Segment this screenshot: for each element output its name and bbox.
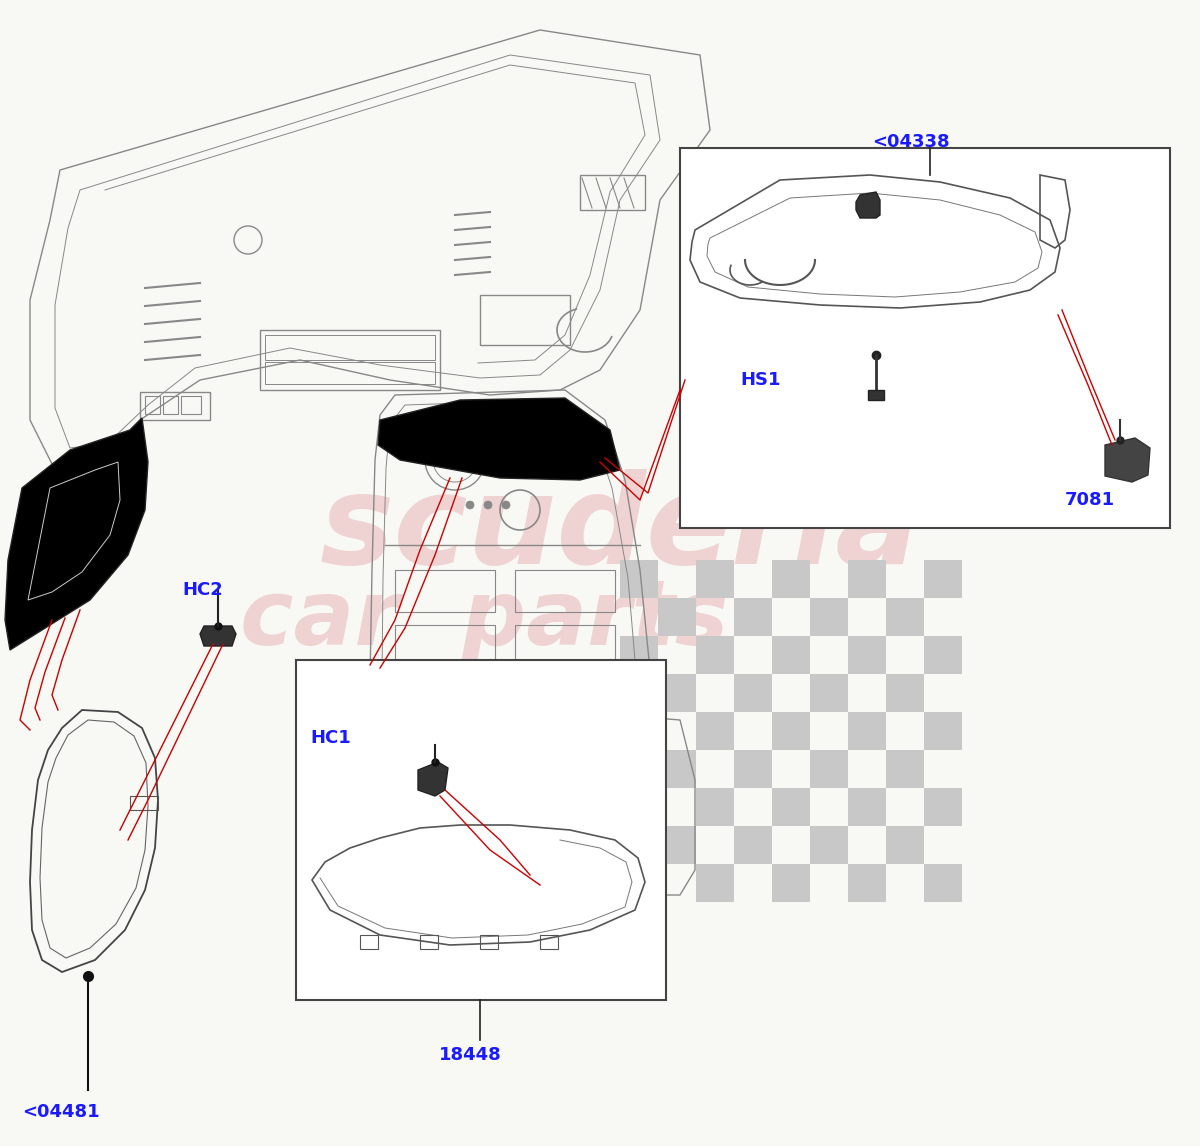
Bar [810, 598, 848, 636]
Bar [696, 788, 734, 826]
Bar [772, 788, 810, 826]
Bar [680, 148, 1170, 528]
Bar [810, 826, 848, 864]
Bar [181, 397, 202, 414]
Polygon shape [200, 626, 236, 646]
Bar [658, 674, 696, 712]
Bar [515, 570, 616, 612]
Bar [924, 864, 962, 902]
Bar [734, 674, 772, 712]
Bar [140, 392, 210, 419]
Text: HC2: HC2 [182, 581, 223, 599]
Bar [658, 598, 696, 636]
Bar [696, 560, 734, 598]
Bar [848, 560, 886, 598]
Bar [924, 560, 962, 598]
Bar [924, 636, 962, 674]
Bar [696, 636, 734, 674]
Bar [296, 660, 666, 1000]
Bar [886, 674, 924, 712]
Bar [265, 335, 436, 360]
Bar [130, 796, 158, 810]
Bar [260, 330, 440, 390]
Bar [540, 935, 558, 949]
Text: HC1: HC1 [310, 729, 350, 747]
Text: scuderia: scuderia [320, 470, 920, 590]
Bar [550, 715, 646, 790]
Bar [886, 598, 924, 636]
Bar [145, 397, 160, 414]
Bar [620, 712, 658, 749]
Bar [924, 712, 962, 749]
Polygon shape [1105, 438, 1150, 482]
Bar [924, 788, 962, 826]
Bar [886, 826, 924, 864]
Bar [848, 864, 886, 902]
Bar [620, 788, 658, 826]
Bar [395, 800, 542, 821]
Bar [734, 598, 772, 636]
Bar [772, 864, 810, 902]
Bar [395, 625, 496, 667]
Bar [848, 788, 886, 826]
Bar [360, 935, 378, 949]
Bar [480, 295, 570, 345]
Bar [620, 864, 658, 902]
Bar [395, 850, 542, 870]
Circle shape [484, 501, 492, 509]
Bar [420, 935, 438, 949]
Bar [848, 636, 886, 674]
Bar [810, 674, 848, 712]
Bar [734, 749, 772, 788]
Text: HS1: HS1 [740, 371, 780, 388]
Polygon shape [5, 418, 148, 650]
Bar [772, 560, 810, 598]
Bar [163, 397, 178, 414]
Bar [772, 636, 810, 674]
Bar [886, 749, 924, 788]
Text: 7081: 7081 [1066, 490, 1115, 509]
Polygon shape [856, 193, 880, 218]
Bar [515, 625, 616, 667]
Polygon shape [378, 398, 620, 480]
Circle shape [502, 501, 510, 509]
Bar [772, 712, 810, 749]
Bar [395, 825, 542, 845]
Text: car  parts: car parts [240, 576, 728, 664]
Bar [480, 935, 498, 949]
Bar [868, 390, 884, 400]
Bar [696, 712, 734, 749]
Bar [515, 680, 616, 722]
Polygon shape [418, 762, 448, 796]
Bar [810, 749, 848, 788]
Bar [658, 749, 696, 788]
Bar [658, 826, 696, 864]
Bar [265, 362, 436, 384]
Circle shape [466, 501, 474, 509]
Bar [848, 712, 886, 749]
Bar [620, 560, 658, 598]
Text: <04338: <04338 [872, 133, 949, 151]
Bar [620, 636, 658, 674]
Bar [696, 864, 734, 902]
Bar [580, 175, 646, 210]
Bar [395, 680, 496, 722]
Text: 18448: 18448 [439, 1046, 502, 1063]
Text: <04481: <04481 [22, 1102, 100, 1121]
Bar [734, 826, 772, 864]
Bar [395, 570, 496, 612]
